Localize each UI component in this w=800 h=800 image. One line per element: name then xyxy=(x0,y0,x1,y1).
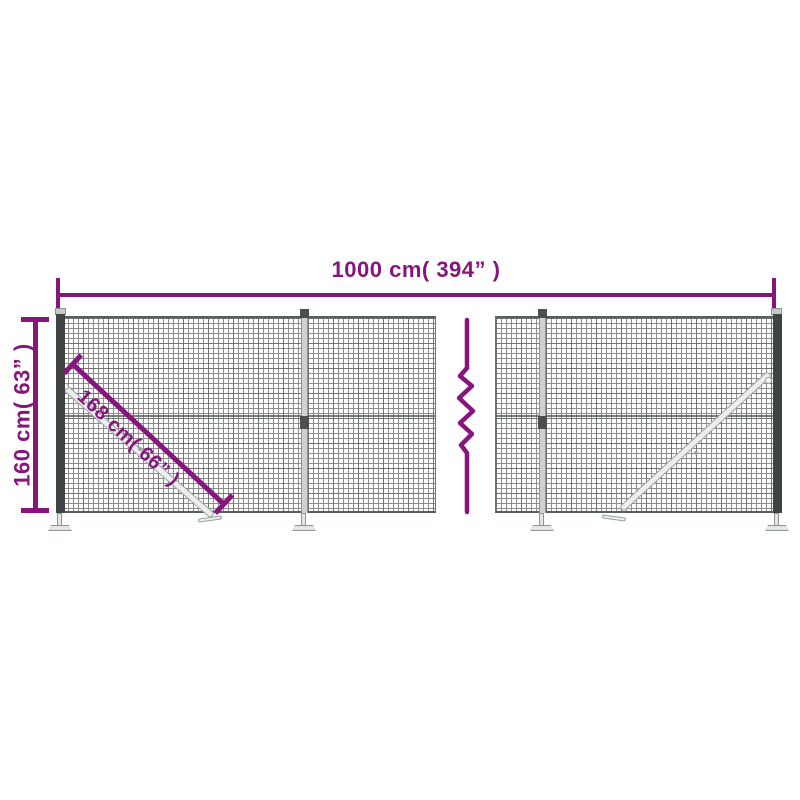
strut-pin-right xyxy=(694,451,698,455)
flange-stem xyxy=(539,513,544,526)
fence-mesh-left-panel xyxy=(58,316,436,513)
flange-stem xyxy=(57,513,62,526)
mesh-midline xyxy=(496,415,782,417)
height-dimension-cap-top xyxy=(21,317,49,322)
height-dimension-cap-bottom xyxy=(21,508,49,513)
flange-plate xyxy=(292,525,316,531)
mesh-midline xyxy=(58,415,435,417)
corner-post-right xyxy=(773,314,782,513)
width-dimension-label: 1000 cm( 394” ) xyxy=(331,257,501,282)
flange-stem xyxy=(774,513,779,526)
post-flange xyxy=(765,513,789,534)
post-flange xyxy=(48,513,72,534)
width-dimension-line xyxy=(58,293,774,297)
mid-post-left-clamp xyxy=(300,416,309,429)
flange-stem xyxy=(301,513,306,526)
height-dimension-line xyxy=(33,317,38,513)
post-flange xyxy=(292,513,316,534)
mid-post-left-cap xyxy=(300,309,309,318)
mid-post-right-clamp xyxy=(538,416,547,429)
post-flange xyxy=(530,513,554,534)
flange-plate xyxy=(48,525,72,531)
width-dimension-tick-right xyxy=(772,278,776,311)
break-zigzag-icon xyxy=(456,317,476,515)
mid-post-right xyxy=(539,312,546,513)
mid-post-right-cap xyxy=(538,309,547,318)
strut-foot-left xyxy=(197,515,223,523)
strut-foot-right xyxy=(601,514,627,522)
strut-ring-right xyxy=(765,377,772,384)
mid-post-left xyxy=(301,312,308,513)
flange-plate xyxy=(530,525,554,531)
corner-post-left xyxy=(56,314,65,513)
width-dimension-tick-left xyxy=(56,278,60,311)
strut-pin-left xyxy=(138,447,142,451)
flange-plate xyxy=(765,525,789,531)
